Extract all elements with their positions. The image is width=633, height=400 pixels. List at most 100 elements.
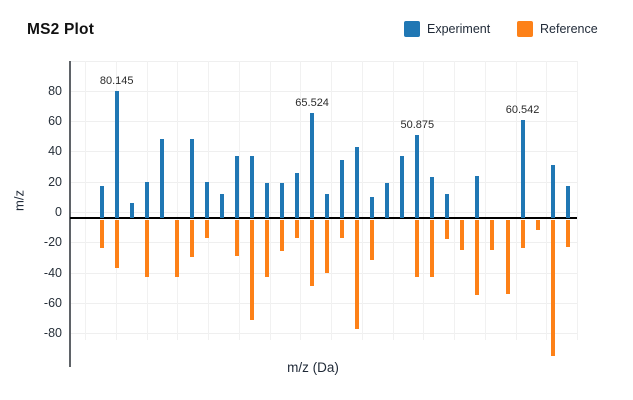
- reference-bar: [340, 220, 345, 238]
- gridline-vertical: [392, 60, 394, 340]
- reference-bar: [174, 220, 179, 278]
- gridline-vertical: [300, 60, 302, 340]
- experiment-bar: [565, 186, 570, 219]
- gridline-vertical: [577, 60, 578, 340]
- x-axis-label: m/z (Da): [287, 360, 339, 375]
- legend-label-experiment: Experiment: [427, 22, 491, 36]
- experiment-bar: [129, 202, 134, 219]
- gridline-vertical: [238, 60, 240, 340]
- reference-bar: [490, 220, 495, 250]
- reference-bar: [310, 220, 315, 287]
- zero-baseline: [70, 217, 577, 219]
- y-tick-label: -20: [43, 235, 62, 250]
- reference-bar: [295, 220, 300, 238]
- experiment-bar: [159, 139, 164, 219]
- gridline-horizontal: [70, 272, 577, 274]
- experiment-bar: [325, 193, 330, 219]
- legend-item-reference[interactable]: Reference: [517, 20, 598, 38]
- reference-bar: [475, 220, 480, 296]
- reference-swatch-icon: [517, 21, 533, 37]
- peak-label: 60.542: [505, 104, 540, 117]
- gridline-vertical: [361, 60, 363, 340]
- experiment-bar: [250, 155, 254, 219]
- experiment-bar: [475, 175, 480, 219]
- reference-bar: [114, 220, 119, 269]
- experiment-bar: [204, 181, 209, 219]
- reference-bar: [189, 220, 194, 258]
- experiment-swatch-icon: [404, 21, 420, 37]
- gridline-horizontal: [70, 121, 577, 123]
- reference-bar: [535, 220, 540, 231]
- gridline-horizontal: [70, 60, 577, 62]
- reference-bar: [280, 220, 285, 252]
- gridline-horizontal: [70, 242, 577, 244]
- experiment-bar: [295, 172, 300, 219]
- reference-bar: [445, 220, 450, 240]
- gridline-vertical: [269, 60, 271, 340]
- legend-label-reference: Reference: [540, 22, 598, 36]
- experiment-bar: [234, 155, 239, 219]
- reference-bar: [355, 220, 360, 329]
- experiment-bar: [265, 183, 270, 219]
- gridline-vertical: [331, 60, 332, 340]
- gridline-horizontal: [70, 90, 577, 92]
- peak-label: 80.145: [99, 74, 134, 87]
- reference-bar: [550, 220, 555, 356]
- chart-title: MS2 Plot: [27, 21, 95, 38]
- experiment-bar: [370, 196, 375, 219]
- gridline-horizontal: [70, 151, 577, 153]
- gridline-horizontal: [70, 333, 577, 335]
- experiment-bar: [400, 155, 405, 219]
- gridline-vertical: [546, 60, 548, 340]
- reference-bar: [415, 220, 420, 278]
- reference-bar: [430, 220, 435, 278]
- gridline-horizontal: [70, 181, 577, 183]
- reference-bar: [265, 220, 270, 278]
- experiment-bar: [430, 177, 435, 219]
- y-tick-label: -80: [43, 326, 62, 341]
- experiment-bar: [144, 181, 149, 219]
- reference-bar: [460, 220, 465, 250]
- reference-bar: [565, 220, 570, 247]
- peak-label: 65.524: [295, 96, 329, 109]
- reference-bar: [99, 220, 104, 249]
- y-axis-label: m/z: [11, 190, 27, 211]
- y-axis-line: [69, 61, 71, 367]
- y-tick-label: 20: [48, 174, 62, 189]
- experiment-bar: [550, 165, 555, 219]
- experiment-bar: [355, 146, 360, 219]
- gridline-vertical: [423, 60, 425, 340]
- experiment-bar: [219, 193, 224, 219]
- experiment-bar: [189, 139, 194, 219]
- experiment-bar: [99, 186, 104, 219]
- gridline-horizontal: [70, 212, 577, 213]
- reference-bar: [250, 220, 254, 320]
- experiment-bar: [445, 193, 450, 219]
- reference-bar: [325, 220, 330, 273]
- experiment-bar: [520, 120, 525, 219]
- y-tick-label: -40: [43, 265, 62, 280]
- reference-bar: [520, 220, 525, 249]
- gridline-vertical: [85, 60, 86, 340]
- reference-bar: [204, 220, 209, 238]
- gridline-vertical: [177, 60, 179, 340]
- experiment-bar: [280, 183, 285, 219]
- y-tick-label: 80: [48, 83, 62, 98]
- gridline-vertical: [484, 60, 486, 340]
- gridline-vertical: [454, 60, 455, 340]
- experiment-bar: [340, 160, 345, 219]
- experiment-bar: [385, 183, 390, 219]
- peak-label: 50.875: [400, 118, 435, 131]
- gridline-vertical: [515, 60, 517, 340]
- experiment-bar: [114, 90, 119, 219]
- experiment-bar: [310, 112, 315, 219]
- reference-bar: [234, 220, 239, 256]
- y-tick-label: -60: [43, 295, 62, 310]
- legend-item-experiment[interactable]: Experiment: [404, 20, 490, 38]
- gridline-horizontal: [70, 302, 577, 304]
- y-tick-label: 60: [48, 114, 62, 129]
- reference-bar: [370, 220, 375, 261]
- experiment-bar: [415, 134, 420, 219]
- y-tick-label: 40: [48, 144, 62, 159]
